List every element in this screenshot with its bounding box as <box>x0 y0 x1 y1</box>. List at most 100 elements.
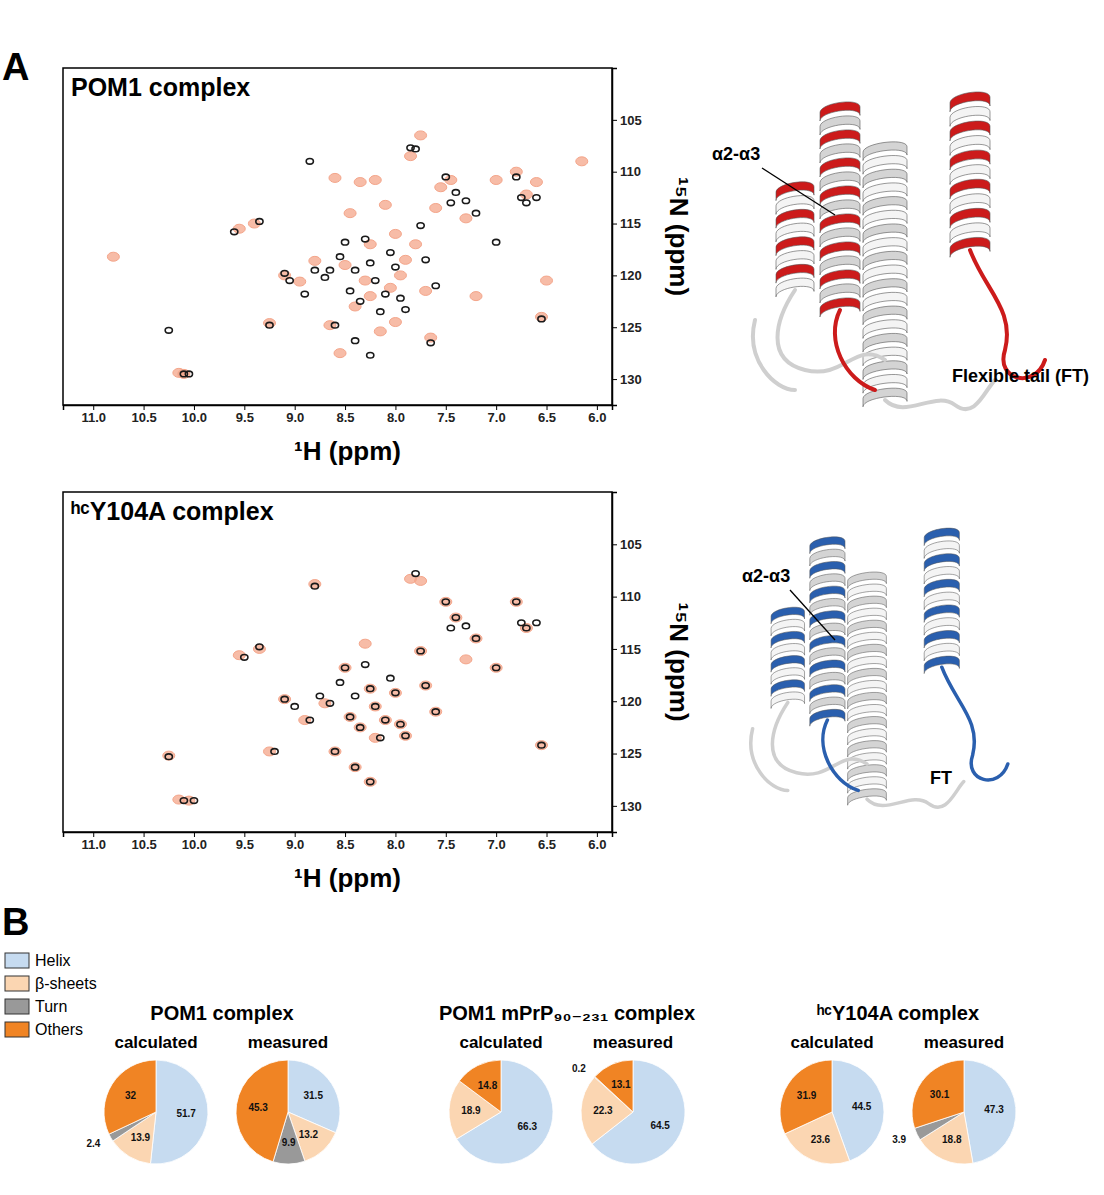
figure: 11.010.510.09.59.08.58.07.57.06.56.01051… <box>0 0 1104 1195</box>
peak <box>367 352 374 358</box>
peak <box>377 309 384 315</box>
y-tick: 130 <box>612 799 642 814</box>
peak <box>165 754 172 760</box>
peak <box>180 798 187 804</box>
peak <box>311 583 318 589</box>
x-tick: 9.0 <box>286 405 304 425</box>
peak <box>432 709 439 715</box>
loop <box>970 250 1045 378</box>
peak-series <box>165 145 545 377</box>
y-tick-mark <box>612 806 617 807</box>
slice-label: 2.4 <box>86 1138 100 1149</box>
x-tick-label: 11.0 <box>81 410 106 425</box>
structure-annotation: FT <box>930 768 952 788</box>
peak <box>518 620 525 626</box>
y-tick-label: 130 <box>620 799 642 814</box>
pie: 47.318.83.930.1 <box>892 1060 1016 1164</box>
peak <box>185 371 192 377</box>
peak <box>462 623 469 629</box>
x-tick-label: 10.5 <box>131 410 156 425</box>
peak <box>447 200 454 206</box>
y-tick: 105 <box>612 537 642 552</box>
peak <box>326 701 333 707</box>
y-tick: 120 <box>612 268 642 283</box>
peak <box>281 271 288 277</box>
peak <box>490 175 502 184</box>
pie-group: ʰᶜY104A complexcalculated44.523.631.9mea… <box>780 1002 1016 1164</box>
peak <box>538 316 545 322</box>
peak <box>430 707 442 716</box>
loop <box>835 310 875 390</box>
peak <box>294 277 306 286</box>
peak <box>389 318 401 327</box>
peak-series <box>107 131 587 378</box>
x-tick-label: 6.5 <box>538 410 556 425</box>
x-tick: 6.5 <box>538 405 556 425</box>
peak <box>291 704 298 710</box>
x-axis: 11.010.510.09.59.08.58.07.57.06.56.0 <box>64 405 613 425</box>
peak <box>271 749 278 755</box>
peaks <box>107 131 587 378</box>
pie-subtitle: calculated <box>114 1033 197 1052</box>
spectrum: 11.010.510.09.59.08.58.07.57.06.56.01051… <box>63 492 694 893</box>
y-tick-label: 125 <box>620 320 642 335</box>
y-tick: 120 <box>612 694 642 709</box>
peak <box>372 278 379 284</box>
y-tick-mark <box>612 172 617 173</box>
x-tick: 9.0 <box>286 832 304 852</box>
x-tick: 10.0 <box>182 832 207 852</box>
peak <box>452 190 459 196</box>
slice-label: 47.3 <box>984 1104 1004 1115</box>
peak <box>412 146 419 152</box>
label-leader <box>790 590 835 640</box>
slice-label: 66.3 <box>518 1121 538 1132</box>
helix-turn <box>776 278 814 297</box>
slice-label: 23.6 <box>811 1134 831 1145</box>
peak <box>367 779 374 785</box>
peak <box>402 307 409 313</box>
loop <box>753 320 795 390</box>
slice-label: 32 <box>125 1090 137 1101</box>
peak <box>339 663 351 672</box>
legend-swatch <box>5 999 29 1014</box>
x-tick-label: 10.5 <box>131 837 156 852</box>
pie-slice <box>592 1060 685 1164</box>
x-tick-label: 9.5 <box>236 837 254 852</box>
peak <box>357 725 364 731</box>
pie-subtitle: measured <box>248 1033 328 1052</box>
peak <box>440 597 452 606</box>
peak <box>387 675 394 681</box>
peak <box>334 349 346 358</box>
x-tick: 6.0 <box>588 405 606 425</box>
pie-subtitle: calculated <box>790 1033 873 1052</box>
y-axis: 105110115120125130 <box>612 69 642 406</box>
y-axis-line <box>613 69 618 406</box>
peak <box>402 733 409 739</box>
legend: Helixβ-sheetsTurnOthers <box>5 952 97 1038</box>
peak <box>422 683 429 689</box>
peak <box>346 714 353 720</box>
peak <box>352 338 359 344</box>
peak <box>329 747 341 756</box>
pie: 64.522.30.213.1 <box>572 1060 685 1164</box>
y-tick-label: 105 <box>620 113 642 128</box>
peak <box>420 681 432 690</box>
slice-label: 13.1 <box>611 1079 631 1090</box>
y-tick-label: 125 <box>620 746 642 761</box>
y-tick-mark <box>612 327 617 328</box>
loop <box>778 290 886 372</box>
slice-label: 31.9 <box>797 1090 817 1101</box>
peak <box>442 174 449 180</box>
group-title: POM1 complex <box>150 1002 293 1024</box>
y-axis-line <box>613 493 618 833</box>
peak <box>367 686 374 692</box>
x-axis: 11.010.510.09.59.08.58.07.57.06.56.0 <box>64 832 613 852</box>
peak <box>344 209 356 218</box>
y-tick: 125 <box>612 746 642 761</box>
x-tick-label: 6.5 <box>538 837 556 852</box>
peak <box>306 717 313 723</box>
x-tick: 8.0 <box>387 832 405 852</box>
slice-label: 13.9 <box>131 1132 151 1143</box>
x-tick-label: 6.0 <box>588 410 606 425</box>
slice-label: 22.3 <box>593 1105 613 1116</box>
